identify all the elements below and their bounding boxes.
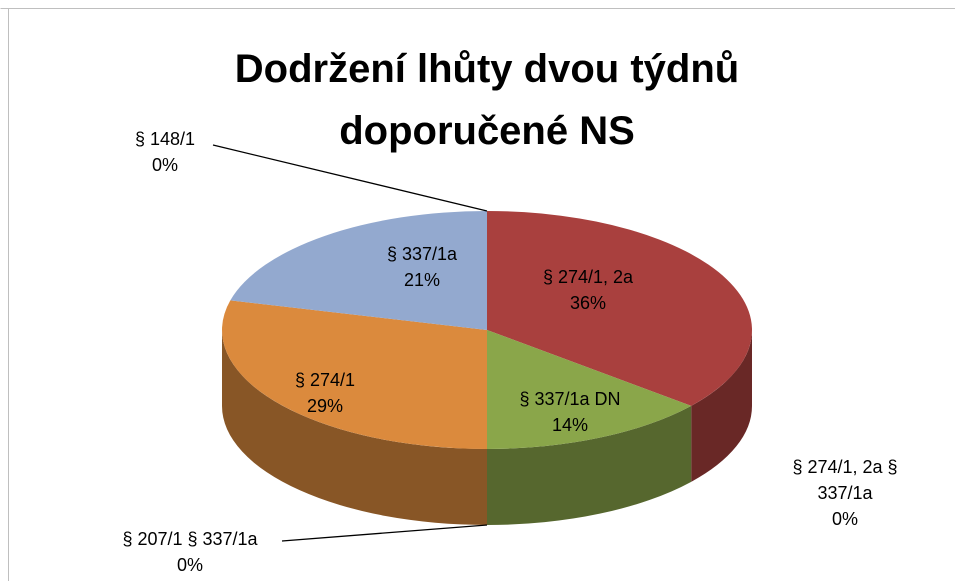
data-label: § 207/1 § 337/1a 0% bbox=[122, 526, 257, 578]
slice bbox=[222, 300, 488, 449]
leader-line bbox=[212, 144, 488, 212]
category-label: § 148/1 bbox=[134, 129, 196, 149]
value-label: 21% bbox=[403, 270, 441, 290]
slice bbox=[230, 211, 488, 330]
slice bbox=[487, 330, 692, 449]
category-label: § 274/1, 2a § 337/1a bbox=[792, 457, 898, 503]
category-label: § 274/1, 2a bbox=[542, 267, 634, 287]
slice-side bbox=[691, 330, 752, 482]
category-label: § 337/1a DN bbox=[519, 389, 621, 409]
slice bbox=[487, 211, 752, 406]
data-label: § 148/1 0% bbox=[135, 126, 195, 178]
data-label: § 337/1a DN 14% bbox=[519, 386, 620, 438]
category-label: § 207/1 § 337/1a bbox=[122, 529, 258, 549]
value-label: 36% bbox=[569, 293, 607, 313]
data-label: § 274/1, 2a § 337/1a 0% bbox=[785, 454, 905, 532]
chart-title: Dodržení lhůty dvou týdnů doporučené NS bbox=[234, 47, 740, 153]
slice-side bbox=[222, 330, 487, 525]
value-label: 0% bbox=[831, 509, 858, 529]
value-label: 0% bbox=[176, 555, 203, 575]
value-label: 0% bbox=[151, 155, 178, 175]
leader-line bbox=[281, 524, 488, 542]
value-label: 29% bbox=[306, 396, 344, 416]
frame bbox=[0, 8, 955, 581]
category-label: § 337/1a bbox=[386, 244, 458, 264]
slice-side bbox=[487, 405, 692, 525]
value-label: 14% bbox=[551, 415, 589, 435]
category-label: § 274/1 bbox=[294, 370, 356, 390]
data-label: § 274/1 29% bbox=[295, 367, 355, 419]
data-label: § 274/1, 2a 36% bbox=[543, 264, 633, 316]
data-label: § 337/1a 21% bbox=[387, 241, 457, 293]
